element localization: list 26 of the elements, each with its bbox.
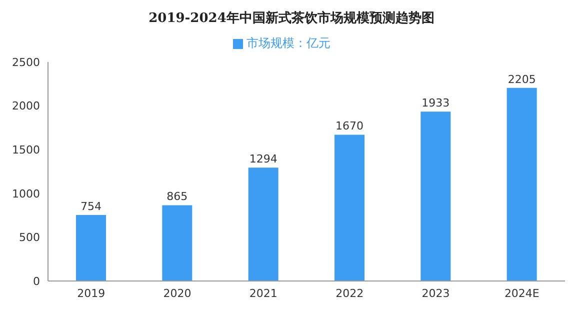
x-tick-label: 2022 xyxy=(336,286,364,300)
y-tick-label: 2000 xyxy=(12,100,40,113)
data-label: 1933 xyxy=(422,96,450,110)
data-label: 1670 xyxy=(336,120,364,133)
bar xyxy=(420,112,451,281)
x-tick-label: 2024E xyxy=(504,286,540,300)
data-label: 754 xyxy=(80,200,102,213)
data-label: 2205 xyxy=(508,72,536,86)
y-tick-label: 1000 xyxy=(12,187,40,200)
bar xyxy=(248,168,278,281)
chart-title: 2019-2024年中国新式茶饮市场规模预测趋势图 xyxy=(148,10,436,28)
y-tick-label: 1500 xyxy=(12,144,40,157)
data-label: 1294 xyxy=(249,152,278,166)
bar xyxy=(76,214,106,281)
x-tick-label: 2023 xyxy=(422,286,450,300)
bar xyxy=(162,205,192,281)
bar xyxy=(506,88,537,281)
data-label: 865 xyxy=(166,190,188,204)
bar xyxy=(334,134,364,281)
legend-label: 市场规模：亿元 xyxy=(246,36,330,50)
y-tick-label: 2500 xyxy=(12,56,40,69)
y-tick-label: 500 xyxy=(19,231,40,244)
x-tick-label: 2019 xyxy=(77,286,106,300)
y-tick-label: 0 xyxy=(33,274,40,288)
x-tick-label: 2020 xyxy=(163,286,192,300)
x-tick-label: 2021 xyxy=(249,286,278,300)
